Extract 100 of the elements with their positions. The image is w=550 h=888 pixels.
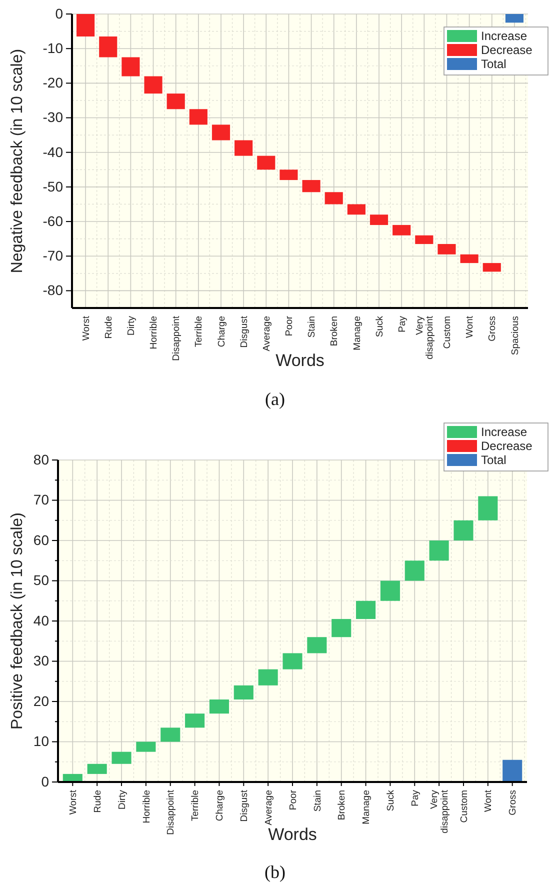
bar <box>189 109 208 125</box>
bar <box>302 180 320 192</box>
legend-label: Decrease <box>481 439 533 453</box>
bar <box>136 742 156 752</box>
x-tick-label: Stain <box>312 790 324 812</box>
y-tick-label: -10 <box>42 40 64 56</box>
x-tick-label: Horrible <box>148 316 160 350</box>
legend-label: Increase <box>481 29 528 43</box>
y-tick-label: 0 <box>55 5 64 22</box>
y-tick-label: -60 <box>42 213 64 230</box>
y-axis-title: Negative feedback (in 10 scale) <box>9 48 26 274</box>
x-tick-label: Manage <box>352 316 363 350</box>
bar <box>380 580 400 601</box>
bar <box>502 760 522 782</box>
x-tick-label: Very disappoint <box>429 790 451 834</box>
y-tick-label: 70 <box>33 492 50 508</box>
x-tick-label: Dirty <box>126 316 138 336</box>
y-tick-label: 10 <box>33 733 50 750</box>
x-tick-label: Pay <box>396 316 408 332</box>
bar <box>234 140 253 156</box>
bar <box>404 560 424 581</box>
bar <box>112 752 132 764</box>
bar <box>478 496 498 520</box>
bar <box>87 764 107 774</box>
bar <box>209 699 229 714</box>
legend-label: Total <box>481 453 506 467</box>
x-tick-label: Average <box>261 316 272 352</box>
x-tick-label: Average <box>263 790 274 826</box>
bar <box>356 600 376 619</box>
legend-label: Decrease <box>481 43 533 57</box>
bar <box>505 14 524 23</box>
bar <box>144 76 162 94</box>
text: (a) <box>265 389 285 409</box>
x-tick-label: Rude <box>92 790 104 813</box>
bar <box>99 36 118 58</box>
x-tick-label: Broken <box>329 316 340 346</box>
x-tick-label: Wont <box>483 790 494 812</box>
y-axis-title: Positive feedback (in 10 scale) <box>9 512 26 730</box>
y-tick-label: -20 <box>42 74 64 91</box>
y-tick-label: 20 <box>33 692 50 709</box>
bar <box>258 669 278 686</box>
x-tick-label: Disappoint <box>166 790 177 835</box>
bar <box>429 540 449 561</box>
bar <box>332 618 352 638</box>
y-tick-label: -50 <box>42 178 64 194</box>
y-tick-label: 40 <box>33 612 50 628</box>
bar <box>212 124 230 140</box>
y-tick-label: 0 <box>41 773 50 790</box>
x-tick-label: Manage <box>361 790 372 824</box>
x-tick-label: Spacious <box>510 316 521 356</box>
x-tick-label: Disgust <box>238 790 250 822</box>
x-tick-label: Dirty <box>116 790 128 810</box>
bar <box>76 14 95 36</box>
legend-label: Total <box>481 57 506 71</box>
bar <box>234 685 254 700</box>
y-tick-label: 50 <box>33 572 50 588</box>
x-tick-label: Pay <box>410 790 421 806</box>
x-tick-label: Terrible <box>194 316 205 348</box>
x-axis-title: Words <box>276 351 324 370</box>
bar <box>324 192 343 204</box>
y-tick-label: -40 <box>42 144 64 160</box>
x-tick-label: Terrible <box>190 790 202 822</box>
bar <box>307 637 327 654</box>
x-tick-label: Poor <box>288 790 299 810</box>
x-tick-label: Gross <box>508 790 519 816</box>
y-tick-label: -30 <box>42 109 64 126</box>
bar <box>257 156 276 170</box>
x-tick-label: Charge <box>216 316 228 348</box>
x-tick-label: Custom <box>442 316 454 349</box>
bar <box>415 235 434 244</box>
y-tick-label: -70 <box>42 248 64 264</box>
x-tick-label: Horrible <box>141 790 152 824</box>
y-tick-label: -80 <box>42 282 64 298</box>
x-tick-label: Custom <box>458 790 470 823</box>
x-tick-label: Suck <box>386 790 397 812</box>
y-tick-label: 60 <box>33 532 50 548</box>
bar <box>392 224 411 236</box>
x-tick-label: Wont <box>464 316 476 338</box>
x-tick-label: Broken <box>336 790 348 820</box>
x-tick-label: Gross <box>487 316 498 342</box>
bar <box>122 57 140 76</box>
x-tick-label: Very disappoint <box>414 316 436 360</box>
x-tick-label: Poor <box>284 316 296 336</box>
bar <box>282 653 302 670</box>
legend-label: Increase <box>481 425 528 439</box>
bar <box>454 520 474 540</box>
bar <box>347 204 366 215</box>
x-tick-label: Disappoint <box>171 316 182 361</box>
y-tick-label: 80 <box>33 451 50 468</box>
x-tick-label: Worst <box>80 316 92 341</box>
bar <box>460 254 478 264</box>
x-axis-title: Words <box>268 825 317 844</box>
bar <box>185 714 205 728</box>
x-tick-label: Rude <box>103 316 114 339</box>
bar <box>370 214 388 225</box>
x-tick-label: Suck <box>374 316 386 338</box>
x-tick-label: Disgust <box>238 316 250 348</box>
bar <box>438 244 456 254</box>
bar <box>280 170 298 180</box>
bar <box>160 728 180 742</box>
